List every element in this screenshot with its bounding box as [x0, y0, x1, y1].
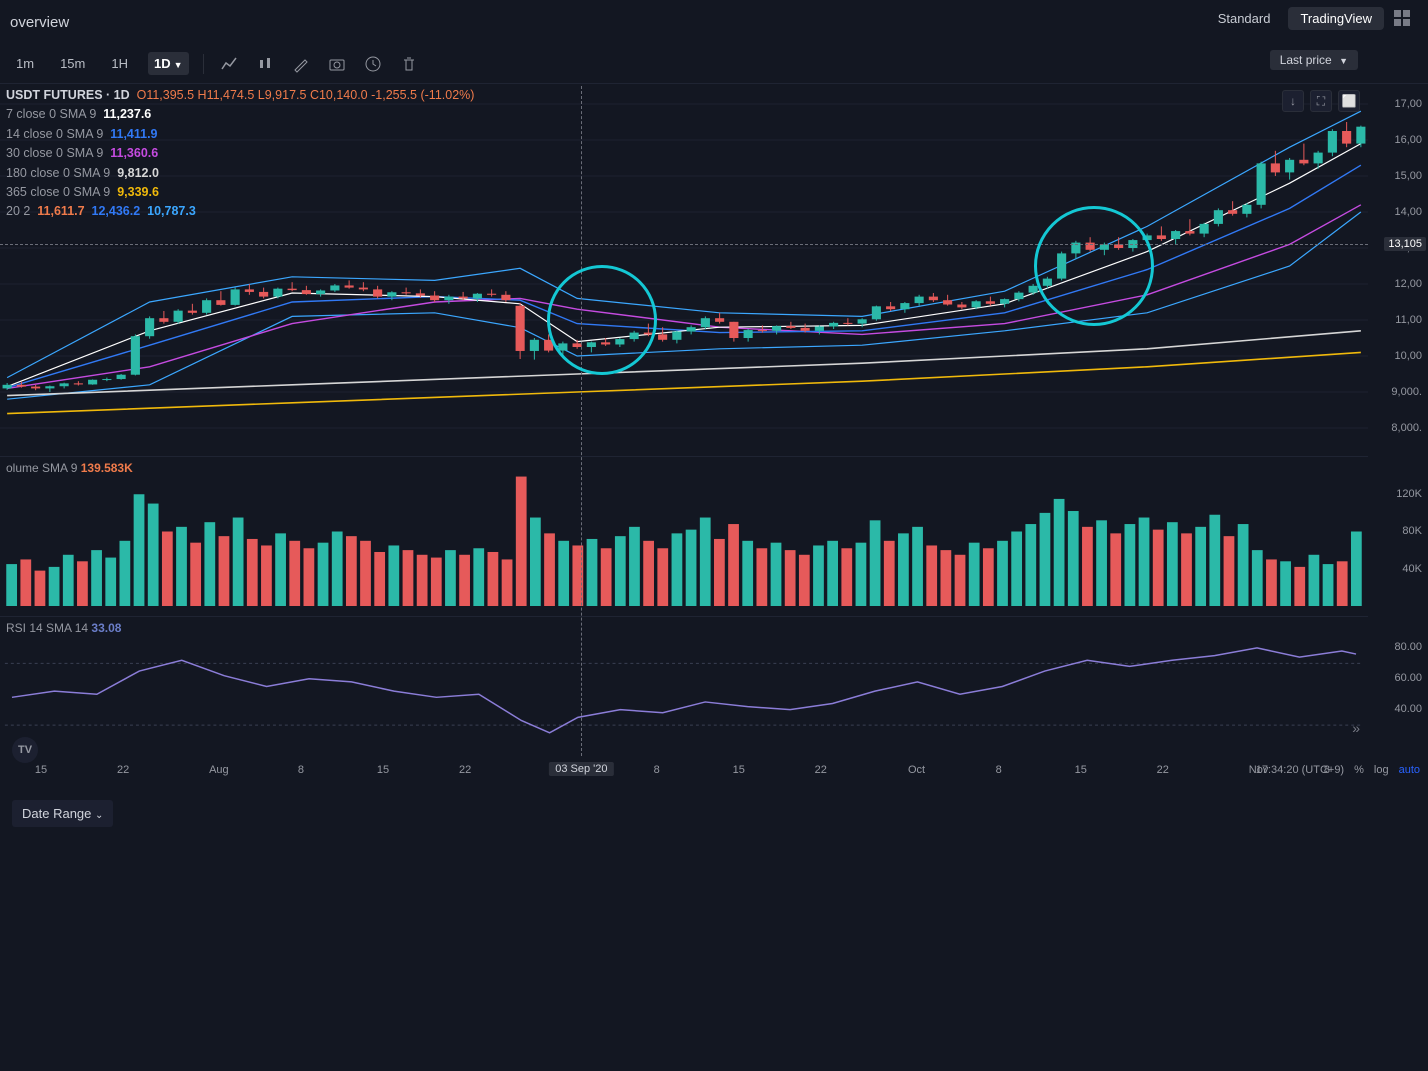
chevron-down-icon: ▼ [1339, 56, 1348, 66]
volume-svg [0, 457, 1368, 606]
screenshot-icon[interactable] [326, 53, 348, 75]
timeframe-1D[interactable]: 1D▼ [148, 52, 189, 75]
tab-tradingview[interactable]: TradingView [1288, 7, 1384, 30]
settings-button[interactable]: ⛶ [1310, 90, 1332, 112]
collapse-button[interactable]: ↓ [1282, 90, 1304, 112]
separator [203, 54, 204, 74]
timeframe-15m[interactable]: 15m [54, 52, 91, 75]
chart-legend: USDT FUTURES · 1D O11,395.5 H11,474.5 L9… [6, 86, 474, 222]
volume-chart[interactable]: olume SMA 9 139.583K [0, 456, 1368, 606]
timeframe-1m[interactable]: 1m [10, 52, 40, 75]
tradingview-logo-icon[interactable]: TV [12, 737, 38, 763]
chevron-down-icon: ⌄ [95, 810, 103, 821]
auto-button[interactable]: auto [1399, 764, 1420, 776]
price-chart[interactable]: USDT FUTURES · 1D O11,395.5 H11,474.5 L9… [0, 86, 1368, 446]
crosshair-horizontal [0, 244, 1368, 245]
price-yaxis: 17,0016,0015,0014,0013,0012,0011,0010,00… [1370, 86, 1428, 446]
rsi-svg [0, 617, 1368, 756]
alert-icon[interactable] [362, 53, 384, 75]
clock: 17:34:20 (UTC+9) [1256, 764, 1344, 776]
rsi-chart[interactable]: RSI 14 SMA 14 33.08 [0, 616, 1368, 756]
bottom-status: 17:34:20 (UTC+9) % log auto [1256, 764, 1420, 776]
daterange-dropdown[interactable]: Date Range ⌄ [12, 800, 113, 827]
trash-icon[interactable] [398, 53, 420, 75]
volume-legend: olume SMA 9 139.583K [6, 461, 133, 475]
candles-icon[interactable] [254, 53, 276, 75]
pct-button[interactable]: % [1354, 764, 1364, 776]
lastprice-dropdown[interactable]: Last price ▼ [1270, 50, 1358, 70]
hand-annotation [547, 265, 657, 375]
tab-standard[interactable]: Standard [1206, 7, 1283, 30]
time-axis: 1522Aug8152281522Oct81522Nov803 Sep '20 [0, 760, 1368, 788]
lastprice-label: Last price [1280, 53, 1332, 67]
crosshair-vertical [581, 86, 582, 756]
page-title: overview [10, 14, 69, 31]
rsi-yaxis: 80.0060.0040.00 [1370, 616, 1428, 756]
toolbar: 1m 15m 1H 1D▼ [0, 44, 1428, 84]
hand-annotation [1034, 206, 1154, 326]
volume-yaxis: 120K80K40K [1370, 456, 1428, 606]
rsi-legend: RSI 14 SMA 14 33.08 [6, 621, 121, 635]
expand-rsi-button[interactable]: » [1352, 720, 1360, 736]
layout-grid-button[interactable] [1390, 6, 1414, 30]
timeframe-1H[interactable]: 1H [105, 52, 134, 75]
draw-icon[interactable] [290, 53, 312, 75]
symbol-label: USDT FUTURES · 1D [6, 88, 130, 102]
fullscreen-button[interactable]: ⬜ [1338, 90, 1360, 112]
indicators-icon[interactable] [218, 53, 240, 75]
log-button[interactable]: log [1374, 764, 1389, 776]
